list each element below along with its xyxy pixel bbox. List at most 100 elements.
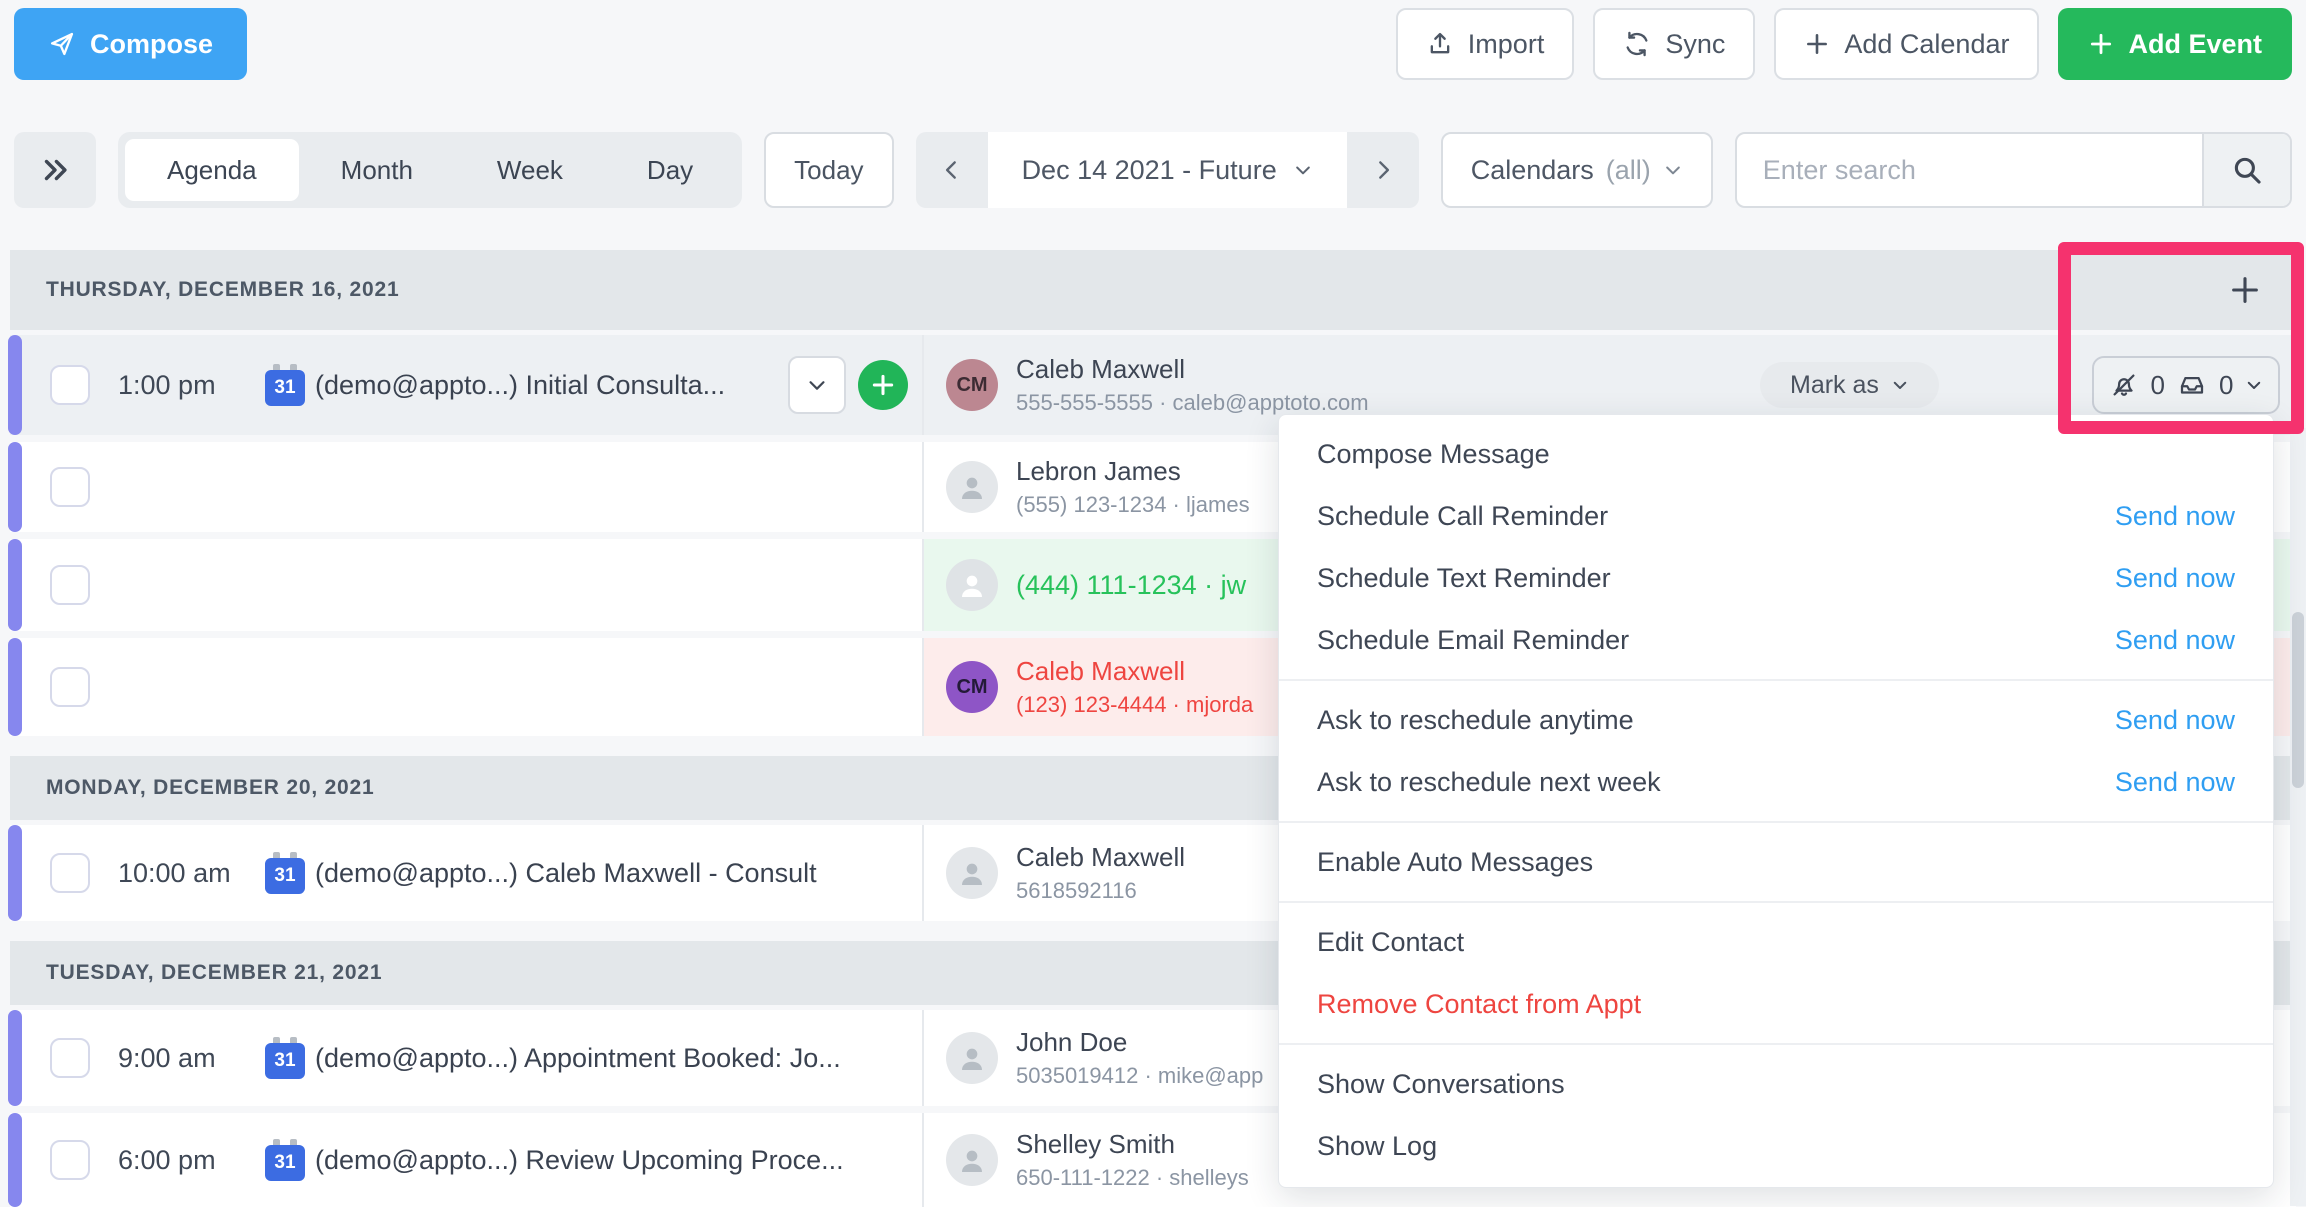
row-checkbox[interactable] (50, 467, 90, 507)
menu-item-compose-message[interactable]: Compose Message (1317, 438, 1550, 469)
tab-day[interactable]: Day (646, 154, 694, 185)
calendar-color-bar (8, 442, 22, 532)
menu-item-schedule-text-reminder[interactable]: Schedule Text Reminder Send now (1317, 562, 2235, 593)
inbox-tray-icon (2177, 370, 2207, 400)
event-expand-button[interactable] (788, 356, 846, 414)
menu-item-show-conversations[interactable]: Show Conversations (1317, 1068, 1565, 1099)
calendar-color-bar (8, 539, 22, 631)
menu-item-ask-reschedule-anytime[interactable]: Ask to reschedule anytime Send now (1317, 704, 2235, 735)
muted-count: 0 (2150, 369, 2165, 400)
sync-arrows-icon (1623, 30, 1651, 58)
google-calendar-icon: 31 (265, 1139, 305, 1181)
avatar-person-icon (946, 461, 998, 513)
add-calendar-button[interactable]: Add Calendar (1774, 8, 2040, 80)
google-calendar-icon: 31 (265, 1037, 305, 1079)
chevron-right-icon (1370, 157, 1396, 183)
add-event-button[interactable]: Add Event (2058, 8, 2292, 80)
contact-context-menu: Compose Message Schedule Call Reminder S… (1278, 414, 2274, 1188)
row-checkbox[interactable] (50, 1038, 90, 1078)
contact-detail: (444) 111-1234 · jw (1016, 569, 1247, 600)
menu-item-remove-contact[interactable]: Remove Contact from Appt (1317, 988, 1642, 1019)
chevron-down-icon (2248, 381, 2261, 389)
menu-item-enable-auto-messages[interactable]: Enable Auto Messages (1317, 846, 1594, 877)
avatar-person-icon (946, 1134, 998, 1186)
today-button[interactable]: Today (764, 132, 894, 208)
view-switcher: Agenda Month Week Day (118, 132, 743, 208)
vertical-scrollbar (2290, 428, 2306, 1206)
contact-name: Lebron James (1016, 456, 1181, 486)
menu-item-schedule-call-reminder[interactable]: Schedule Call Reminder Send now (1317, 500, 2235, 531)
notification-status-dropdown[interactable]: 0 0 (2092, 356, 2280, 414)
calendar-color-bar (8, 335, 22, 435)
top-header: Compose Import Sync Add Calendar Add Eve… (14, 8, 2292, 80)
send-now-link[interactable]: Send now (2114, 704, 2235, 735)
upload-icon (1426, 30, 1454, 58)
send-now-link[interactable]: Send now (2114, 624, 2235, 655)
search-input[interactable] (1736, 134, 2202, 206)
bell-slash-icon (2109, 370, 2139, 400)
scrollbar-thumb[interactable] (2292, 612, 2304, 788)
chevron-left-icon (939, 157, 965, 183)
calendar-color-bar (8, 1113, 22, 1207)
calendar-color-bar (8, 825, 22, 921)
import-button[interactable]: Import (1395, 8, 1575, 80)
date-navigation: Dec 14 2021 - Future (915, 132, 1419, 208)
contact-detail: (123) 123-4444 · mjorda (1016, 692, 1254, 717)
search-box (1734, 132, 2292, 208)
google-calendar-icon: 31 (265, 852, 305, 894)
avatar-person-icon (946, 847, 998, 899)
avatar: CM (946, 359, 998, 411)
contact-detail: (555) 123-1234 · ljames (1016, 492, 1250, 517)
collapse-sidebar-button[interactable] (14, 132, 96, 208)
avatar-person-icon (946, 559, 998, 611)
contact-detail: 5035019412 · mike@app (1016, 1063, 1264, 1088)
search-button[interactable] (2202, 134, 2290, 206)
magnifier-icon (2230, 153, 2264, 187)
sync-button[interactable]: Sync (1593, 8, 1756, 80)
menu-item-ask-reschedule-next-week[interactable]: Ask to reschedule next week Send now (1317, 766, 2235, 797)
paper-plane-icon (48, 30, 76, 58)
mark-as-dropdown[interactable]: Mark as (1760, 362, 1939, 408)
prev-period-button[interactable] (916, 132, 988, 208)
contact-name: John Doe (1016, 1027, 1128, 1057)
contact-detail: 5618592116 (1016, 878, 1137, 903)
row-checkbox[interactable] (50, 565, 90, 605)
contact-name: Caleb Maxwell (1016, 842, 1186, 872)
menu-item-schedule-email-reminder[interactable]: Schedule Email Reminder Send now (1317, 624, 2235, 655)
row-checkbox[interactable] (50, 667, 90, 707)
menu-item-show-log[interactable]: Show Log (1317, 1130, 1438, 1161)
tab-week[interactable]: Week (496, 154, 563, 185)
chevron-down-icon (1663, 160, 1683, 180)
menu-item-edit-contact[interactable]: Edit Contact (1317, 926, 1465, 957)
calendars-filter-dropdown[interactable]: Calendars (all) (1440, 132, 1713, 208)
calendar-color-bar (8, 1010, 22, 1106)
double-chevron-right-icon (38, 153, 72, 187)
day-header: THURSDAY, DECEMBER 16, 2021 (10, 250, 2296, 330)
date-range-dropdown[interactable]: Dec 14 2021 - Future (987, 132, 1347, 208)
plus-icon (2088, 31, 2114, 57)
send-now-link[interactable]: Send now (2114, 766, 2235, 797)
tab-agenda[interactable]: Agenda (125, 139, 299, 201)
contact-name: Shelley Smith (1016, 1129, 1175, 1159)
agenda-toolbar: Agenda Month Week Day Today Dec 14 2021 … (14, 132, 2292, 208)
plus-icon (1804, 31, 1830, 57)
google-calendar-icon: 31 (265, 364, 305, 406)
row-checkbox[interactable] (50, 853, 90, 893)
contact-detail: 555-555-5555 · caleb@apptoto.com (1016, 390, 1369, 415)
send-now-link[interactable]: Send now (2114, 500, 2235, 531)
contact-name: Caleb Maxwell (1016, 656, 1186, 686)
contact-name: Caleb Maxwell (1016, 354, 1186, 384)
send-now-link[interactable]: Send now (2114, 562, 2235, 593)
compose-button[interactable]: Compose (14, 8, 248, 80)
contact-detail: 650-111-1222 · shelleys (1016, 1165, 1249, 1190)
avatar: CM (946, 661, 998, 713)
chevron-down-icon (1293, 160, 1313, 180)
avatar-person-icon (946, 1032, 998, 1084)
tab-month[interactable]: Month (340, 154, 413, 185)
row-checkbox[interactable] (50, 365, 90, 405)
next-period-button[interactable] (1347, 132, 1419, 208)
add-contact-button[interactable] (858, 360, 908, 410)
add-appointment-button[interactable] (2228, 273, 2262, 307)
row-checkbox[interactable] (50, 1140, 90, 1180)
inbox-count: 0 (2219, 369, 2234, 400)
